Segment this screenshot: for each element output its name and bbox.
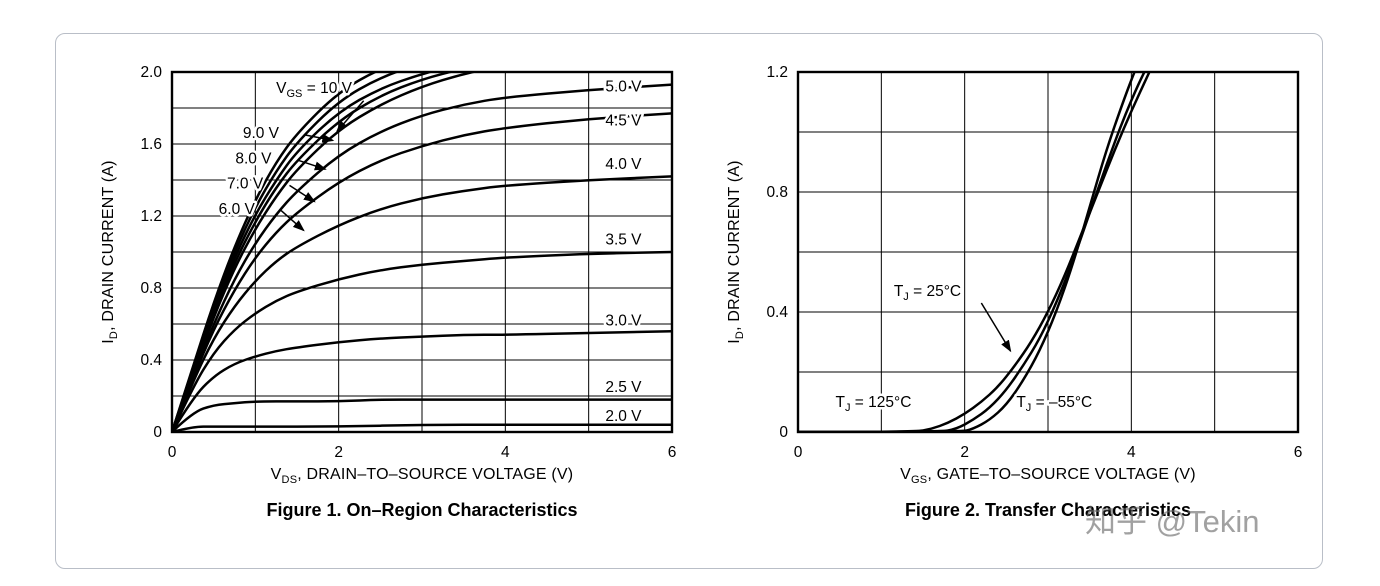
x-axis-label-symbol: V [900, 466, 912, 483]
annotation-arrow [305, 133, 335, 143]
plot-border [796, 70, 1300, 434]
curve-label: 7.0 V [227, 176, 264, 193]
figure2-x-axis-label: VGS, GATE–TO–SOURCE VOLTAGE (V) [900, 466, 1196, 486]
annotation-arrow [336, 100, 365, 133]
y-axis-label-text: , DRAIN CURRENT (A) [99, 160, 117, 331]
curve-label: 5.0 V [605, 78, 642, 95]
curve-label: VGS = 10 V [276, 80, 352, 100]
y-axis-label-text: , DRAIN CURRENT (A) [725, 160, 743, 331]
x-tick-label: 0 [794, 444, 803, 460]
curve-vgs-2.0-v [172, 423, 672, 432]
figure1-plot: 0 2 4 6 0 0.4 0.8 1.2 1.6 2.0 VGS = 10 V 9.0 V 8.0 V… [140, 64, 677, 461]
curve-label: TJ = –55°C [1016, 394, 1092, 414]
y-tick-label: 0.8 [140, 280, 162, 297]
figure1-x-axis-label: VDS, DRAIN–TO–SOURCE VOLTAGE (V) [271, 466, 574, 486]
figure1-block: ID, DRAIN CURRENT (A) 0 2 4 6 0 0.4 0.8 1.2 1.6 2… [80, 56, 688, 548]
y-axis-label-subscript: D [734, 330, 747, 340]
curve-label: 3.0 V [605, 312, 642, 329]
curve-label: 4.5 V [605, 113, 642, 130]
curve-vgs-9.0-v [172, 72, 400, 432]
y-tick-label: 0 [153, 424, 162, 441]
curve-vgs-10-v [172, 72, 378, 432]
annotation-arrow [980, 302, 1012, 353]
curve-tj-25-c [798, 72, 1146, 432]
curve-vgs-4.5-v [172, 112, 672, 432]
x-tick-label: 0 [168, 444, 177, 460]
y-axis-label-symbol: I [725, 339, 743, 344]
figure2-y-axis-label: ID, DRAIN CURRENT (A) [726, 160, 746, 343]
curve-vgs-3.5-v [172, 250, 672, 432]
figure2-plot: 0 2 4 6 0 0.4 0.8 1.2 TJ = 25°C TJ = 125°C TJ = –5… [766, 64, 1303, 461]
y-tick-label: 0 [779, 424, 788, 441]
y-tick-label: 2.0 [140, 64, 162, 81]
x-axis-label-text: , GATE–TO–SOURCE VOLTAGE (V) [927, 466, 1196, 483]
x-axis-label-subscript: GS [911, 474, 928, 487]
curve-vgs-5.0-v [172, 83, 672, 432]
x-tick-label: 4 [1127, 444, 1136, 460]
curve-label: TJ = 25°C [894, 283, 961, 303]
x-tick-label: 6 [668, 444, 677, 460]
curve-label: 2.5 V [605, 379, 642, 396]
y-tick-label: 0.4 [766, 304, 788, 321]
curve-label: 8.0 V [235, 150, 272, 167]
x-tick-label: 2 [334, 444, 343, 460]
curve-label: TJ = 125°C [836, 394, 912, 414]
curve-vgs-7.0-v [172, 72, 456, 432]
figure2-block: ID, DRAIN CURRENT (A) 0 2 4 6 0 0.4 0.8 1.2 TJ =… [706, 56, 1314, 548]
figure1-y-axis-label: ID, DRAIN CURRENT (A) [100, 160, 120, 343]
curve-vgs-2.5-v [172, 398, 672, 432]
annotation-arrow [280, 210, 305, 232]
plot-border [170, 70, 674, 434]
curve-label: 6.0 V [219, 201, 256, 218]
curve-label: 2.0 V [605, 408, 642, 425]
curve-label: 4.0 V [605, 156, 642, 173]
curve-vgs-4.0-v [172, 175, 672, 432]
curve-vgs-6.0-v [172, 72, 479, 432]
figure2-caption: Figure 2. Transfer Characteristics [904, 500, 1192, 520]
y-axis-label-subscript: D [108, 330, 121, 340]
x-tick-label: 2 [960, 444, 969, 460]
annotation-arrow [297, 159, 327, 171]
curve-label: 9.0 V [243, 125, 280, 142]
annotation-arrow [289, 184, 316, 203]
y-tick-label: 1.2 [140, 208, 162, 225]
y-tick-label: 0.4 [140, 352, 162, 369]
figure1-caption: Figure 1. On–Region Characteristics [266, 500, 578, 520]
x-axis-label-subscript: DS [281, 474, 298, 487]
curve-tj-125-c [798, 72, 1151, 432]
curve-tj-55-c [798, 72, 1136, 432]
curve-vgs-3.0-v [172, 329, 672, 432]
x-tick-label: 4 [501, 444, 510, 460]
curve-label: 3.5 V [605, 231, 642, 248]
y-tick-label: 0.8 [766, 184, 788, 201]
x-axis-label-symbol: V [270, 466, 282, 483]
y-tick-label: 1.6 [140, 136, 162, 153]
datasheet-figure-panel: ID, DRAIN CURRENT (A) 0 2 4 6 0 0.4 0.8 1.2 1.6 2… [55, 33, 1323, 569]
y-tick-label: 1.2 [766, 64, 788, 81]
y-axis-label-symbol: I [99, 339, 117, 344]
curve-vgs-8.0-v [172, 72, 435, 432]
x-axis-label-text: , DRAIN–TO–SOURCE VOLTAGE (V) [297, 466, 574, 483]
x-tick-label: 6 [1294, 444, 1303, 460]
watermark: 知乎 @Tekin [1085, 504, 1260, 539]
